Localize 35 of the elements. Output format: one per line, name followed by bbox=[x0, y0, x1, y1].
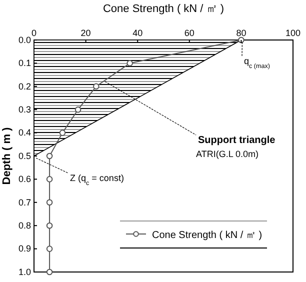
x-tick-label: 40 bbox=[132, 28, 143, 38]
x-tick-label: 80 bbox=[236, 28, 246, 38]
y-tick-label: 0.2 bbox=[18, 81, 31, 92]
point bbox=[46, 152, 53, 160]
y-tick-label: 1.0 bbox=[18, 266, 31, 277]
point bbox=[59, 130, 66, 136]
point bbox=[46, 222, 53, 229]
point bbox=[46, 199, 53, 206]
y-tick-label: 0.4 bbox=[18, 128, 31, 138]
y-tick-label: 0.5 bbox=[18, 150, 31, 161]
y-tick-label: 0.0 bbox=[18, 34, 31, 45]
point bbox=[46, 246, 53, 252]
legend-label: Cone Strength ( kN / ㎡ ) bbox=[152, 230, 262, 241]
y-tick-label: 0.7 bbox=[18, 197, 31, 208]
point bbox=[74, 106, 82, 113]
annotation: Z (q$_{c}$ = const) bbox=[70, 173, 124, 186]
point bbox=[238, 36, 244, 44]
x-tick-label: 100 bbox=[285, 28, 301, 38]
x-tick-label: 20 bbox=[80, 28, 91, 38]
point bbox=[46, 268, 53, 276]
y-tick-label: 0.8 bbox=[18, 220, 31, 230]
y-tick-label: 0.9 bbox=[18, 244, 31, 254]
point bbox=[126, 60, 133, 66]
point bbox=[46, 176, 53, 182]
x-tick-label: 0 bbox=[31, 28, 37, 38]
y-tick-label: 0.6 bbox=[18, 174, 31, 184]
point bbox=[93, 83, 100, 90]
y-axis-title: Depth ( m ) bbox=[1, 126, 13, 185]
y-tick-label: 0.3 bbox=[18, 104, 31, 114]
annotation: ATRI(G.L 0.0m) bbox=[196, 149, 259, 159]
annotation: Support triangle bbox=[198, 135, 276, 146]
annotation: q$_{c (max)}$ bbox=[244, 56, 270, 70]
y-tick-label: 0.1 bbox=[18, 58, 31, 68]
x-axis-title: Cone Strength ( kN / ㎡ ) bbox=[102, 3, 224, 15]
x-tick-label: 60 bbox=[184, 28, 194, 38]
